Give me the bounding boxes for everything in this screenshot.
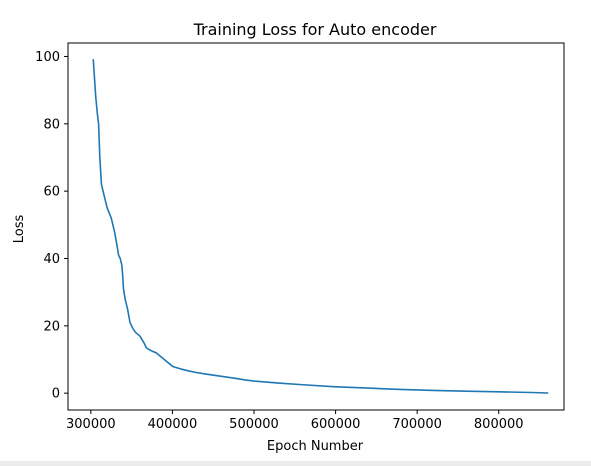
y-tick-label: 40 (43, 252, 60, 267)
x-tick-label: 500000 (229, 417, 279, 432)
bottom-strip (0, 461, 591, 466)
y-axis-label: Loss (12, 215, 27, 244)
chart-title: Training Loss for Auto encoder (193, 20, 437, 39)
loss-series-line (92, 59, 549, 394)
x-tick-label: 800000 (474, 417, 524, 432)
y-tick-label: 20 (43, 319, 60, 334)
y-tick-label: 60 (43, 185, 60, 200)
y-tick-label: 100 (35, 50, 60, 65)
x-tick-label: 300000 (66, 417, 116, 432)
y-tick-label: 0 (52, 387, 60, 402)
x-tick-label: 400000 (148, 417, 198, 432)
axis-ticks: 300000 400000 500000 600000 700000 800000 0 20 4… (35, 50, 523, 432)
y-tick-label: 80 (43, 117, 60, 132)
x-tick-label: 600000 (311, 417, 361, 432)
x-axis-label: Epoch Number (267, 439, 364, 454)
series-layer (92, 59, 549, 394)
x-tick-label: 700000 (392, 417, 442, 432)
plot-area-frame (67, 42, 565, 411)
